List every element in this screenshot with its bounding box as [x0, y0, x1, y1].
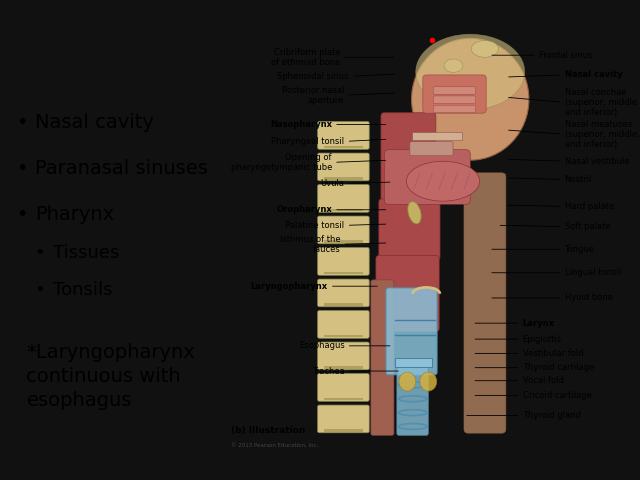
FancyBboxPatch shape [371, 280, 394, 435]
Text: Epiglottis: Epiglottis [523, 335, 562, 344]
Text: Nasal cavity: Nasal cavity [564, 71, 622, 79]
Bar [323, 366, 364, 369]
Text: Hard palate: Hard palate [564, 202, 614, 211]
Text: Hyoid bone: Hyoid bone [564, 293, 612, 302]
Ellipse shape [416, 34, 525, 110]
Text: •: • [35, 244, 45, 262]
Bar [323, 240, 364, 243]
FancyBboxPatch shape [397, 364, 428, 435]
FancyBboxPatch shape [317, 342, 369, 370]
Bar [395, 358, 433, 367]
Text: Esophagus: Esophagus [299, 341, 344, 350]
Bar [323, 335, 364, 337]
FancyBboxPatch shape [317, 216, 369, 244]
FancyBboxPatch shape [317, 311, 369, 338]
Text: © 2013 Pearson Education, Inc.: © 2013 Pearson Education, Inc. [231, 443, 319, 448]
FancyBboxPatch shape [381, 113, 436, 218]
Ellipse shape [406, 161, 479, 201]
Bar [412, 132, 462, 140]
Text: Trachea: Trachea [312, 367, 344, 375]
Bar [323, 397, 364, 400]
FancyBboxPatch shape [317, 248, 369, 275]
Text: (b) Illustration: (b) Illustration [231, 426, 306, 435]
Bar [323, 208, 364, 212]
Text: Tongue: Tongue [564, 245, 595, 254]
Bar [323, 177, 364, 180]
Text: •: • [17, 205, 28, 224]
Text: Posterior nasal
aperture: Posterior nasal aperture [282, 85, 344, 105]
Text: Opening of
pharyngotympanic tube: Opening of pharyngotympanic tube [230, 153, 332, 172]
FancyBboxPatch shape [384, 150, 470, 204]
Ellipse shape [412, 38, 529, 160]
Text: Nasal conchae
(superior, middle
and inferior): Nasal conchae (superior, middle and infe… [564, 88, 637, 117]
FancyBboxPatch shape [317, 373, 369, 401]
FancyBboxPatch shape [464, 173, 506, 433]
FancyBboxPatch shape [410, 142, 453, 156]
Text: Paranasal sinuses: Paranasal sinuses [35, 159, 208, 178]
Text: Tissues: Tissues [53, 244, 120, 262]
Text: Pharyngeal tonsil: Pharyngeal tonsil [271, 137, 344, 146]
Text: Thyroid gland: Thyroid gland [523, 411, 580, 420]
Text: •: • [17, 159, 28, 178]
Bar [323, 429, 364, 432]
FancyBboxPatch shape [433, 87, 476, 94]
Text: Cricoid cartilage: Cricoid cartilage [523, 391, 591, 400]
Text: Cribriform plate
of ethmoid bone: Cribriform plate of ethmoid bone [271, 48, 340, 67]
FancyBboxPatch shape [379, 199, 440, 260]
FancyBboxPatch shape [433, 105, 476, 113]
Text: Tonsils: Tonsils [53, 281, 113, 300]
Text: Nostril: Nostril [564, 175, 592, 184]
FancyBboxPatch shape [386, 288, 437, 375]
FancyBboxPatch shape [317, 405, 369, 433]
Text: Soft palate: Soft palate [564, 222, 610, 231]
Bar [323, 145, 364, 148]
Text: Pharynx: Pharynx [35, 205, 115, 224]
FancyBboxPatch shape [317, 185, 369, 212]
Text: Lingual tonsil: Lingual tonsil [564, 268, 621, 277]
Text: Uvula: Uvula [321, 179, 344, 188]
Ellipse shape [399, 372, 416, 391]
Text: •: • [17, 113, 28, 132]
Text: Thyroid cartilage: Thyroid cartilage [523, 363, 594, 372]
FancyBboxPatch shape [376, 255, 439, 332]
Text: *Laryngopharynx
continuous with
esophagus: *Laryngopharynx continuous with esophagu… [26, 343, 195, 410]
Text: Laryngopharynx: Laryngopharynx [251, 282, 328, 291]
Text: Vestibular fold: Vestibular fold [523, 349, 583, 358]
Text: Isthmus of the
fauces: Isthmus of the fauces [280, 235, 340, 254]
Text: Larynx: Larynx [523, 319, 555, 328]
Text: •: • [35, 281, 45, 300]
Ellipse shape [420, 372, 436, 391]
FancyBboxPatch shape [317, 121, 369, 149]
Text: Sphenoidal sinus: Sphenoidal sinus [277, 72, 349, 81]
FancyBboxPatch shape [423, 75, 486, 113]
Ellipse shape [471, 40, 499, 57]
Text: Nasal cavity: Nasal cavity [35, 113, 154, 132]
FancyBboxPatch shape [317, 279, 369, 307]
Text: Nasal vestibule: Nasal vestibule [564, 156, 629, 166]
Text: Vocal fold: Vocal fold [523, 376, 563, 385]
Text: Nasopharynx: Nasopharynx [270, 120, 332, 129]
Text: Palatine tonsil: Palatine tonsil [285, 221, 344, 230]
Ellipse shape [444, 59, 463, 72]
Text: Nasal meatuses
(superior, middle,
and inferior): Nasal meatuses (superior, middle, and in… [564, 120, 639, 149]
Bar [323, 272, 364, 275]
FancyBboxPatch shape [317, 153, 369, 181]
Bar [323, 303, 364, 306]
Ellipse shape [408, 202, 421, 224]
Text: Frontal sinus: Frontal sinus [540, 51, 593, 60]
Text: Oropharynx: Oropharynx [276, 205, 332, 214]
FancyBboxPatch shape [433, 96, 476, 104]
